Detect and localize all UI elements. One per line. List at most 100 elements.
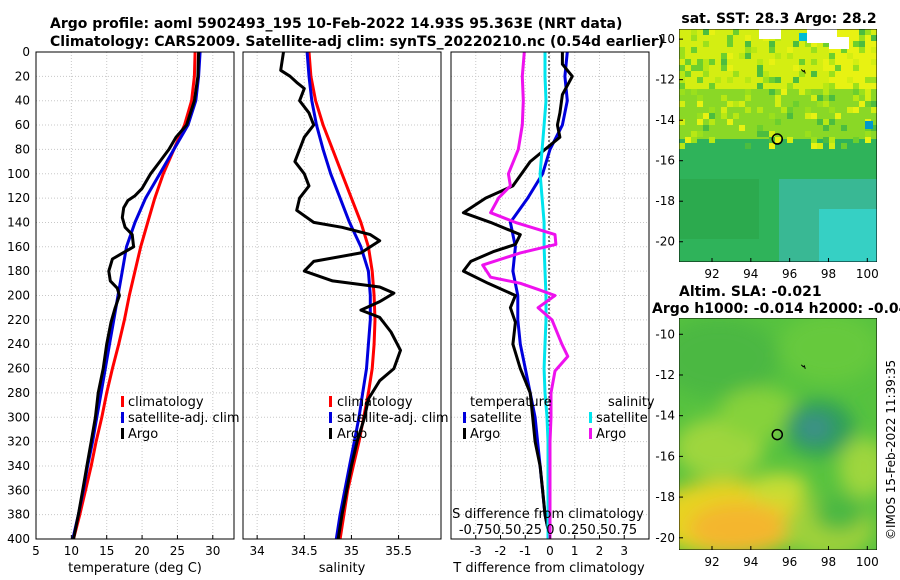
difference-lines: [461, 52, 574, 539]
sst-pixel: [871, 77, 877, 83]
legend-title-temperature: temperature: [470, 395, 552, 410]
sst-pixel: [805, 89, 811, 95]
x-tick-label: 0: [546, 544, 554, 558]
legend-label-t-satellite: satellite: [470, 411, 522, 426]
series-line-satellite-adj-clim: [305, 52, 372, 539]
sst-pixel: [787, 65, 793, 71]
sst-pixel: [697, 59, 703, 65]
sst-pixel: [685, 59, 691, 65]
sst-pixel: [805, 41, 811, 47]
sst-pixel: [787, 83, 793, 89]
sst-pixel: [829, 83, 835, 89]
difference-top-label: S difference from climatology: [452, 507, 644, 522]
difference-xlabel: T difference from climatology: [452, 561, 645, 576]
y-tick-label: 400: [7, 532, 30, 546]
sst-pixel: [781, 89, 787, 95]
header-line-2: Climatology: CARS2009. Satellite-adj cli…: [50, 34, 664, 50]
sst-pixel: [709, 29, 715, 35]
sst-pixel: [787, 107, 793, 113]
sst-pixel: [805, 83, 811, 89]
sst-pixel: [793, 41, 799, 47]
sst-pixel: [769, 113, 775, 119]
sst-pixel: [775, 101, 781, 107]
sst-pixel: [703, 41, 709, 47]
sst-pixel: [835, 65, 841, 71]
sst-pixel: [865, 29, 871, 35]
sst-pixel: [853, 89, 859, 95]
sst-pixel: [721, 113, 727, 119]
sst-pixel: [865, 89, 871, 95]
sla-map: [679, 318, 877, 550]
sst-pixel: [871, 101, 877, 107]
sst-pixel: [691, 65, 697, 71]
sst-pixel: [853, 83, 859, 89]
y-tick-label: 280: [7, 386, 30, 400]
sst-pixel: [739, 29, 745, 35]
sst-pixel: [697, 95, 703, 101]
sst-pixel: [835, 113, 841, 119]
sst-pixel: [817, 119, 823, 125]
y-tick-label: 120: [7, 191, 30, 205]
sst-pixel: [733, 101, 739, 107]
depth-tick-labels: 0 20 40 60 80 100 120 140 160 180 200 220 240 260 280 3…: [7, 45, 30, 546]
sst-pixel: [691, 131, 697, 137]
sst-pixel: [829, 107, 835, 113]
y-tick-label: 180: [7, 264, 30, 278]
sst-pixel: [769, 47, 775, 53]
sst-pixel: [859, 89, 865, 95]
x-tick-label: 5: [32, 544, 40, 558]
sst-pixel: [727, 53, 733, 59]
sst-pixel: [739, 125, 745, 131]
sst-pixel: [697, 65, 703, 71]
legend-swatch-t-satellite: [463, 412, 466, 423]
x-tick-label: -1: [519, 544, 531, 558]
x-tick-label: 34.5: [291, 544, 318, 558]
y-tick-label: 0: [22, 45, 30, 59]
sst-pixel: [709, 59, 715, 65]
sst-pixel: [811, 47, 817, 53]
sst-pixel: [775, 137, 781, 143]
x-tick-label: 25: [170, 544, 185, 558]
imos-timestamp: ©IMOS 15-Feb-2022 11:39:35: [884, 360, 898, 540]
legend-swatch-s-satellite: [589, 412, 592, 423]
salinity-legend: climatology satellite-adj. clim Argo: [329, 395, 449, 442]
sst-pixel: [793, 77, 799, 83]
sst-pixel: [799, 59, 805, 65]
legend-label-satellite: satellite-adj. clim: [128, 411, 240, 426]
x-tick-label: 10: [64, 544, 79, 558]
map-y-tick-label: -14: [655, 113, 675, 127]
sst-pixel: [703, 29, 709, 35]
map-y-tick-label: -10: [655, 327, 675, 341]
x-tick-label: 3: [620, 544, 628, 558]
map-x-tick-label: 96: [782, 267, 797, 281]
sst-pixel: [703, 59, 709, 65]
sst-pixel: [703, 65, 709, 71]
y-tick-label: 380: [7, 508, 30, 522]
sst-pixel: [787, 137, 793, 143]
sst-pixel: [733, 71, 739, 77]
sst-pixel: [691, 137, 697, 143]
sst-pixel: [859, 35, 865, 41]
sst-pixel: [811, 143, 817, 149]
series-line-s-satellite: [538, 52, 550, 539]
series-line-argo: [279, 52, 402, 539]
sst-pixel: [823, 119, 829, 125]
sst-pixel: [727, 65, 733, 71]
map-y-tick-label: -14: [655, 409, 675, 423]
sst-pixel: [811, 137, 817, 143]
y-tick-label: 260: [7, 362, 30, 376]
y-tick-label: 60: [15, 118, 30, 132]
sst-pixel: [871, 35, 877, 41]
sst-pixel: [853, 41, 859, 47]
argo-track-marker: [800, 364, 806, 369]
temperature-legend: climatology satellite-adj. clim Argo: [121, 395, 240, 442]
sst-pixel: [817, 65, 823, 71]
legend-swatch-t-argo: [463, 428, 466, 439]
y-tick-label: 240: [7, 337, 30, 351]
temperature-lines: [71, 52, 202, 539]
sst-pixel: [739, 53, 745, 59]
temperature-axes-box: [35, 51, 235, 540]
sla-map-panel: Altim. SLA: -0.021 Argo h1000: -0.014 h2…: [652, 284, 900, 569]
sst-pixel: [811, 113, 817, 119]
